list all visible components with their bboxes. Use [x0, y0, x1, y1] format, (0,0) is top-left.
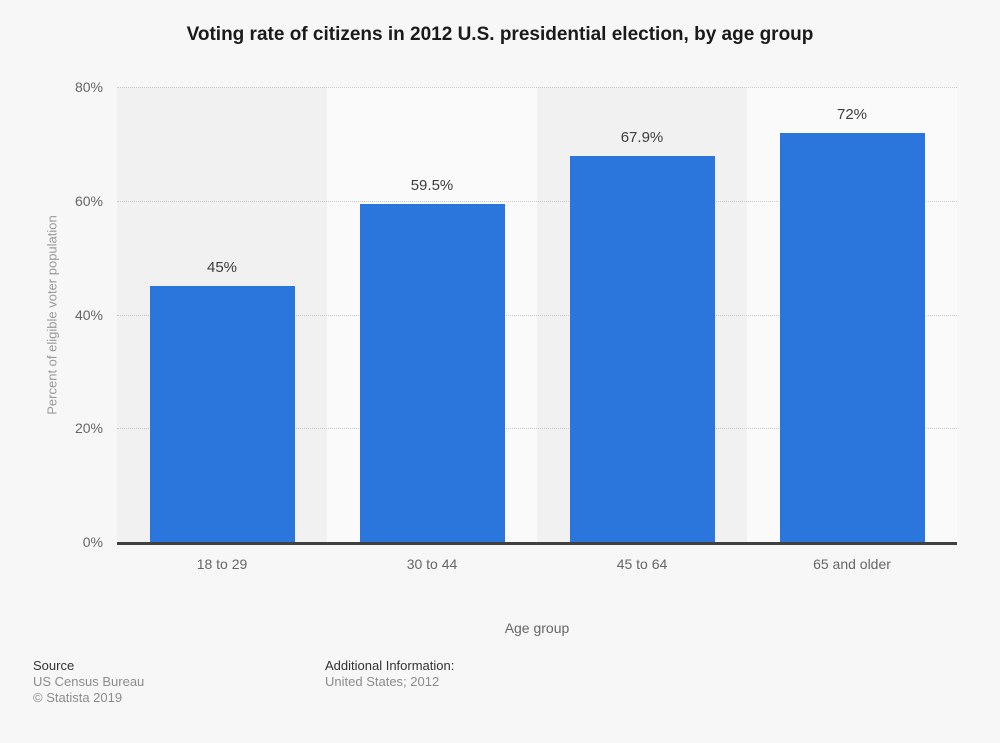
x-tick-label: 18 to 29: [196, 556, 248, 572]
y-axis-title: Percent of eligible voter population: [44, 215, 60, 415]
additional-information-value: United States; 2012: [325, 674, 440, 689]
source-block: Source US Census Bureau © Statista 2019: [33, 658, 144, 706]
bar-value-label: 59.5%: [410, 176, 454, 194]
x-tick-labels: 18 to 29 30 to 44 45 to 64 65 and older: [117, 556, 957, 572]
y-tick-label: 80%: [74, 79, 103, 95]
chart-title: Voting rate of citizens in 2012 U.S. pre…: [186, 24, 814, 45]
x-axis-line: [117, 542, 957, 545]
y-tick-label: 20%: [74, 420, 103, 437]
bar: [149, 286, 295, 542]
additional-information-block: Additional Information: United States; 2…: [325, 658, 454, 690]
bar: [779, 132, 925, 542]
x-tick-label: 45 to 64: [616, 556, 668, 572]
bar: [569, 155, 715, 542]
bar-value-label: 45%: [206, 259, 238, 277]
y-tick-label: 40%: [74, 306, 103, 323]
additional-information-label: Additional Information:: [325, 658, 455, 673]
gridline: [117, 200, 957, 202]
gridline: [117, 428, 957, 430]
source-label: Source: [33, 658, 75, 673]
plot-area: 45% 59.5% 67.9% 72%: [117, 87, 957, 542]
source-name: US Census Bureau: [33, 674, 145, 689]
bar-value-label: 67.9%: [620, 128, 664, 146]
bar: [359, 203, 505, 542]
x-axis-title: Age group: [504, 620, 570, 636]
gridline: [117, 87, 957, 88]
y-tick-label: 0%: [82, 534, 103, 550]
y-tick-label: 60%: [74, 192, 103, 209]
x-tick-label: 30 to 44: [406, 556, 458, 572]
statista-copyright: © Statista 2019: [33, 690, 123, 705]
gridline: [117, 314, 957, 316]
x-tick-label: 65 and older: [813, 556, 891, 572]
bar-value-label: 72%: [836, 105, 868, 123]
